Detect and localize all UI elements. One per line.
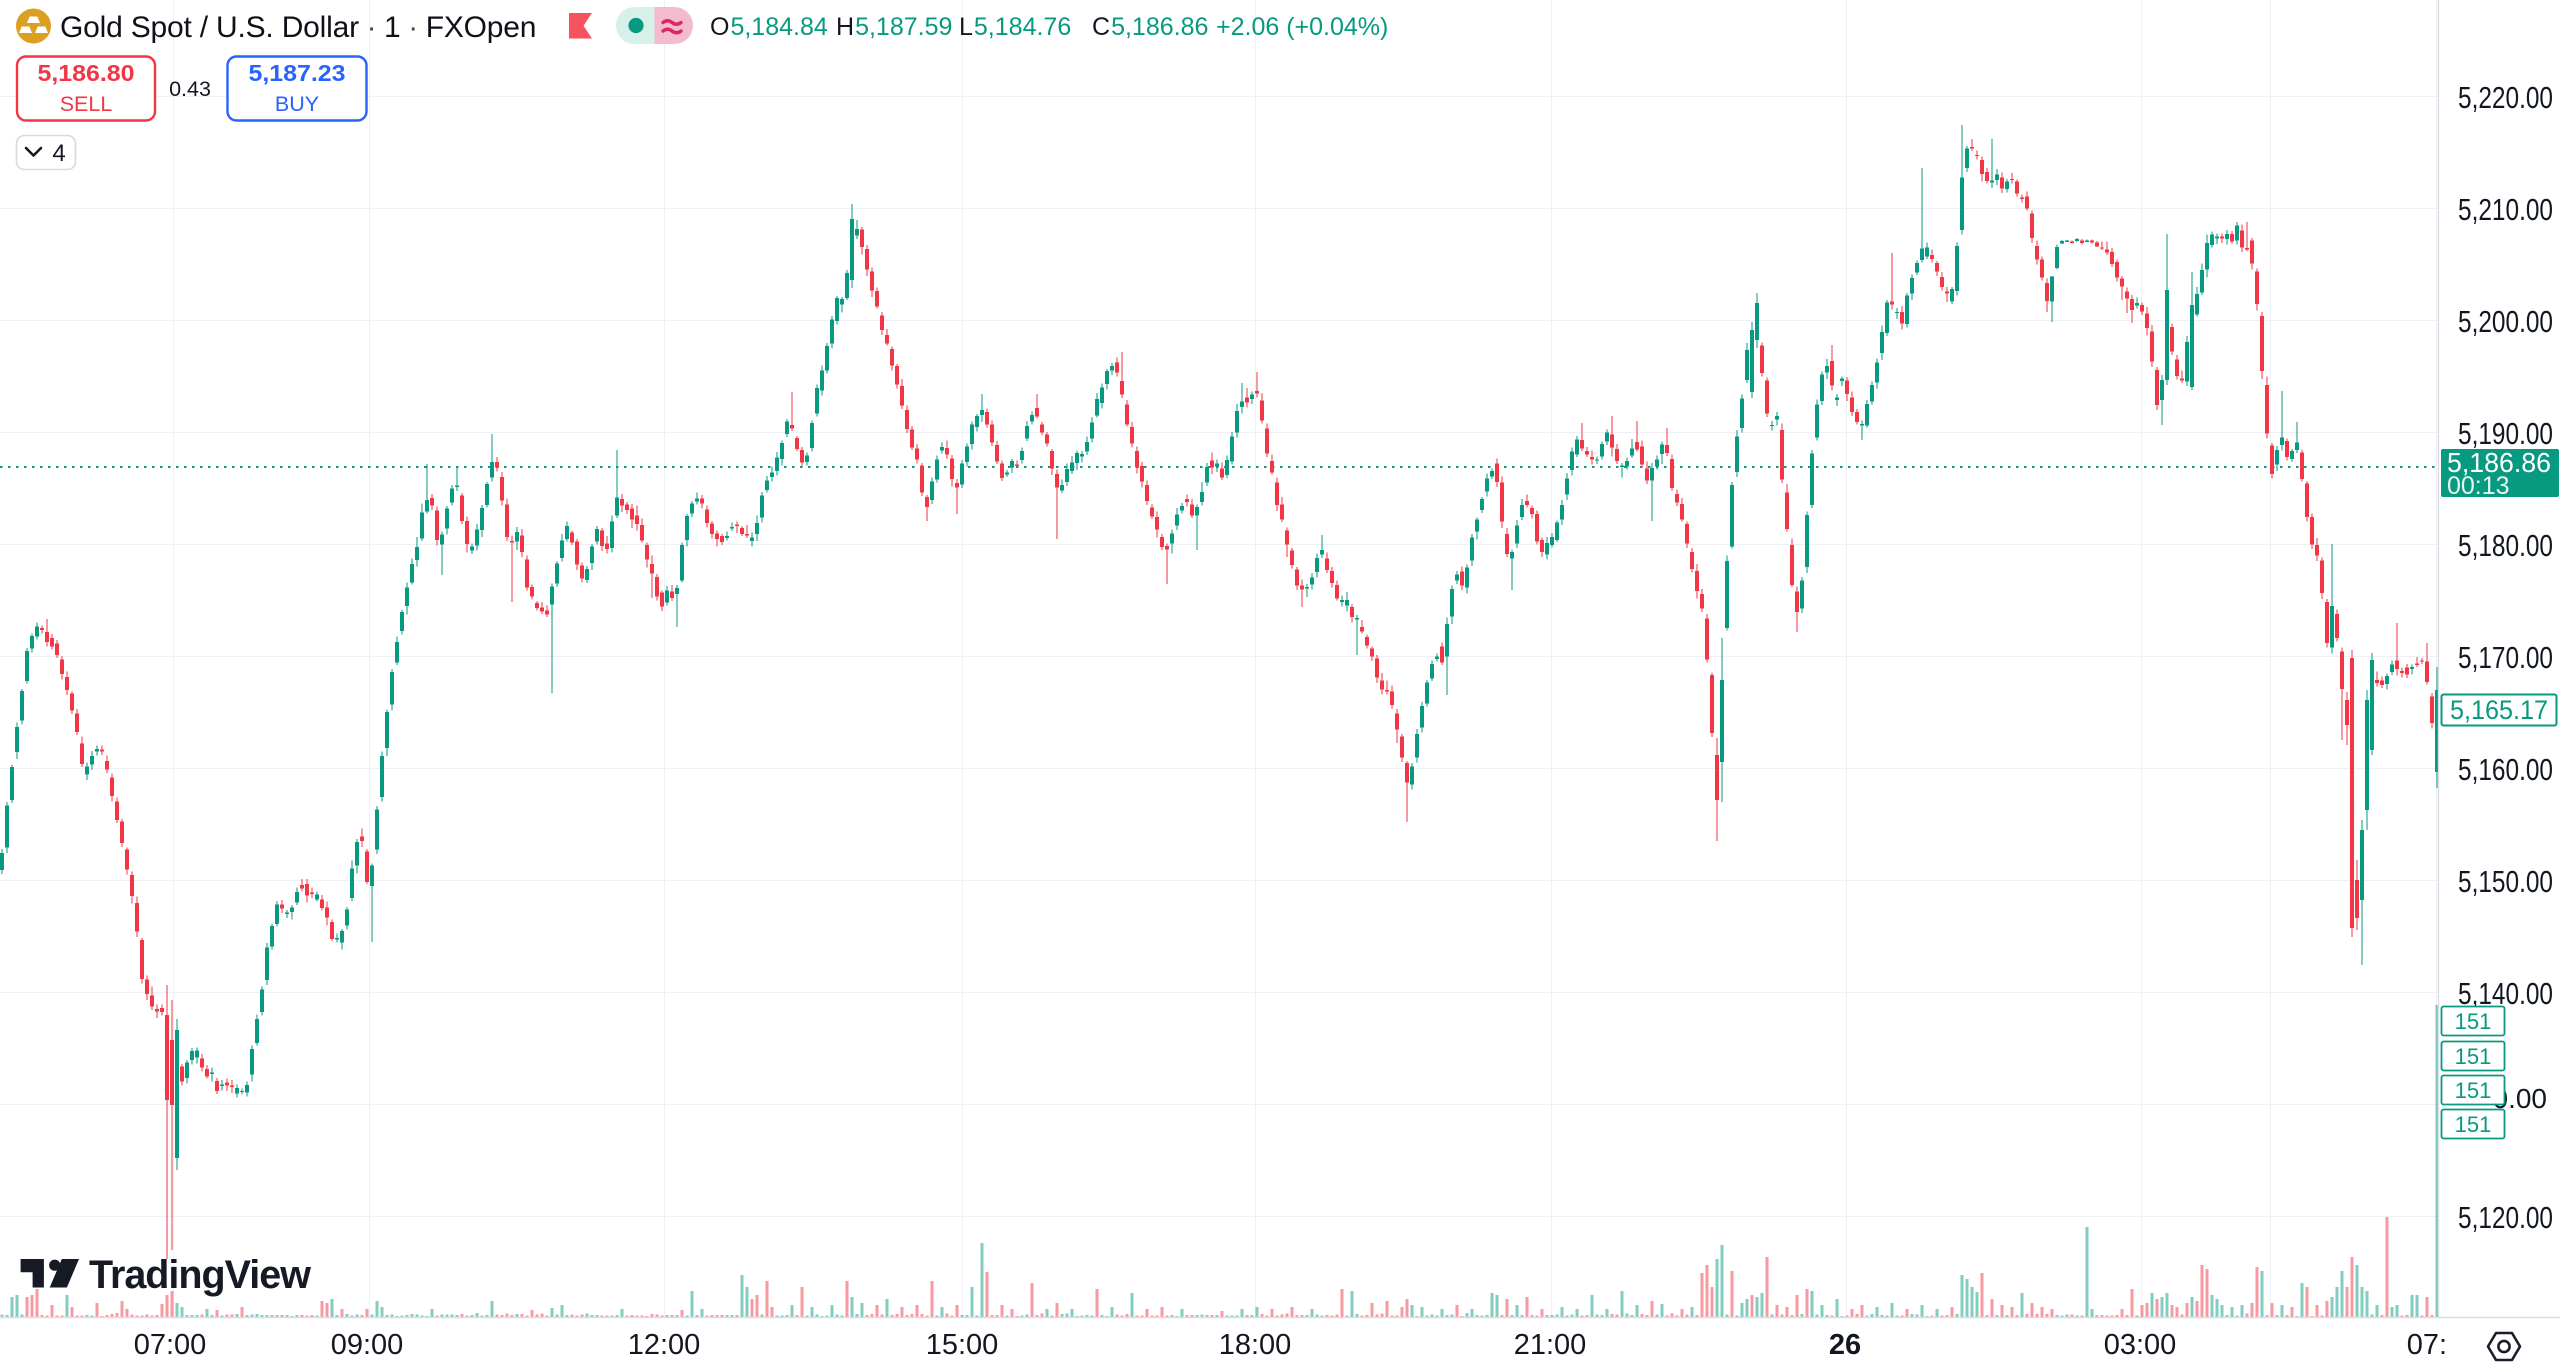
svg-text:H5,187.59: H5,187.59 (836, 13, 952, 41)
svg-text:07:00: 07:00 (2407, 1329, 2480, 1361)
svg-text:5,180.00: 5,180.00 (2458, 528, 2553, 563)
svg-text:SELL: SELL (60, 92, 113, 116)
svg-text:TradingView: TradingView (89, 1253, 311, 1297)
svg-text:+2.06 (+0.04%): +2.06 (+0.04%) (1216, 13, 1388, 41)
svg-text:5,165.17: 5,165.17 (2450, 695, 2548, 725)
svg-text:5,220.00: 5,220.00 (2458, 80, 2553, 115)
svg-text:07:00: 07:00 (134, 1329, 207, 1361)
svg-text:5,210.00: 5,210.00 (2458, 192, 2553, 227)
svg-text:26: 26 (1829, 1329, 1861, 1361)
svg-text:C5,186.86: C5,186.86 (1092, 13, 1208, 41)
svg-text:5,186.80: 5,186.80 (38, 60, 135, 86)
svg-text:03:00: 03:00 (2104, 1329, 2177, 1361)
svg-text:09:00: 09:00 (331, 1329, 404, 1361)
svg-text:15:00: 15:00 (926, 1329, 999, 1361)
svg-text:L5,184.76: L5,184.76 (959, 13, 1071, 41)
svg-text:5,150.00: 5,150.00 (2458, 864, 2553, 899)
svg-text:5,186.86: 5,186.86 (2447, 447, 2551, 478)
svg-text:5,170.00: 5,170.00 (2458, 640, 2553, 675)
svg-text:151: 151 (2455, 1078, 2492, 1103)
svg-text:151: 151 (2455, 1009, 2492, 1034)
svg-text:5,120.00: 5,120.00 (2458, 1200, 2553, 1235)
svg-text:18:00: 18:00 (1219, 1329, 1292, 1361)
svg-text:BUY: BUY (275, 92, 319, 116)
svg-text:5,160.00: 5,160.00 (2458, 752, 2553, 787)
svg-text:12:00: 12:00 (628, 1329, 701, 1361)
svg-text:5,140.00: 5,140.00 (2458, 976, 2553, 1011)
svg-text:0.43: 0.43 (169, 77, 211, 101)
svg-text:5,187.23: 5,187.23 (249, 60, 346, 86)
svg-text:151: 151 (2455, 1112, 2492, 1137)
svg-text:4: 4 (52, 140, 65, 167)
svg-text:O5,184.84: O5,184.84 (710, 13, 828, 41)
svg-text:Gold Spot / U.S. Dollar · 1 ·: Gold Spot / U.S. Dollar · 1 · FXOpen (60, 11, 536, 44)
svg-text:00:13: 00:13 (2447, 472, 2510, 500)
svg-text:151: 151 (2455, 1044, 2492, 1069)
svg-text:21:00: 21:00 (1514, 1329, 1587, 1361)
svg-text:5,200.00: 5,200.00 (2458, 304, 2553, 339)
svg-text:5,190.00: 5,190.00 (2458, 416, 2553, 451)
